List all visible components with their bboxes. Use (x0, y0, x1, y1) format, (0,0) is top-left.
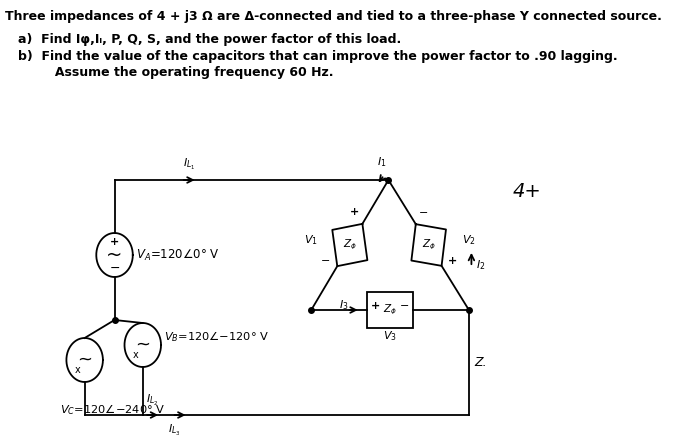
Text: $Z_\phi$: $Z_\phi$ (421, 238, 435, 252)
Text: $V_1$: $V_1$ (304, 233, 318, 247)
Text: $V_C$=120∠−240° V: $V_C$=120∠−240° V (60, 403, 165, 417)
Bar (368, 292, 413, 328)
Text: ~: ~ (77, 351, 92, 369)
Text: Z.: Z. (474, 356, 486, 369)
Text: $V_3$: $V_3$ (383, 329, 397, 343)
Text: $Z_\phi$: $Z_\phi$ (383, 303, 397, 317)
Text: Assume the operating frequency 60 Hz.: Assume the operating frequency 60 Hz. (33, 66, 334, 79)
Text: $I_2$: $I_2$ (475, 258, 485, 272)
Text: −: − (321, 256, 330, 266)
Text: +: + (370, 301, 380, 311)
Text: $I_{L_1}$: $I_{L_1}$ (183, 157, 195, 172)
Text: $V_B$=120∠−120° V: $V_B$=120∠−120° V (164, 330, 270, 344)
Text: x: x (132, 350, 138, 360)
Text: Three impedances of 4 + j3 Ω are Δ-connected and tied to a three-phase Y connect: Three impedances of 4 + j3 Ω are Δ-conne… (5, 10, 662, 23)
Text: 4+: 4+ (513, 182, 542, 201)
Text: ~: ~ (135, 336, 150, 354)
Text: $V_A$=120∠0° V: $V_A$=120∠0° V (136, 248, 220, 263)
Text: +: + (448, 256, 458, 266)
Text: $V_2$: $V_2$ (462, 233, 476, 247)
Text: −: − (400, 301, 410, 311)
Text: $I_3$: $I_3$ (340, 298, 349, 312)
Text: +: + (350, 207, 360, 218)
Text: $I_{L_3}$: $I_{L_3}$ (168, 423, 181, 438)
Text: $I_{L_2}$: $I_{L_2}$ (146, 393, 159, 408)
Text: ~: ~ (106, 245, 122, 264)
Text: $I_1$: $I_1$ (377, 155, 386, 169)
Text: −: − (419, 208, 428, 218)
Text: +: + (110, 237, 119, 247)
Text: −: − (109, 261, 120, 275)
Text: $Z_\phi$: $Z_\phi$ (343, 238, 357, 252)
Text: b)  Find the value of the capacitors that can improve the power factor to .90 la: b) Find the value of the capacitors that… (18, 50, 618, 63)
Text: x: x (74, 365, 80, 375)
Text: a)  Find Iφ,Iₗ, P, Q, S, and the power factor of this load.: a) Find Iφ,Iₗ, P, Q, S, and the power fa… (18, 33, 402, 46)
